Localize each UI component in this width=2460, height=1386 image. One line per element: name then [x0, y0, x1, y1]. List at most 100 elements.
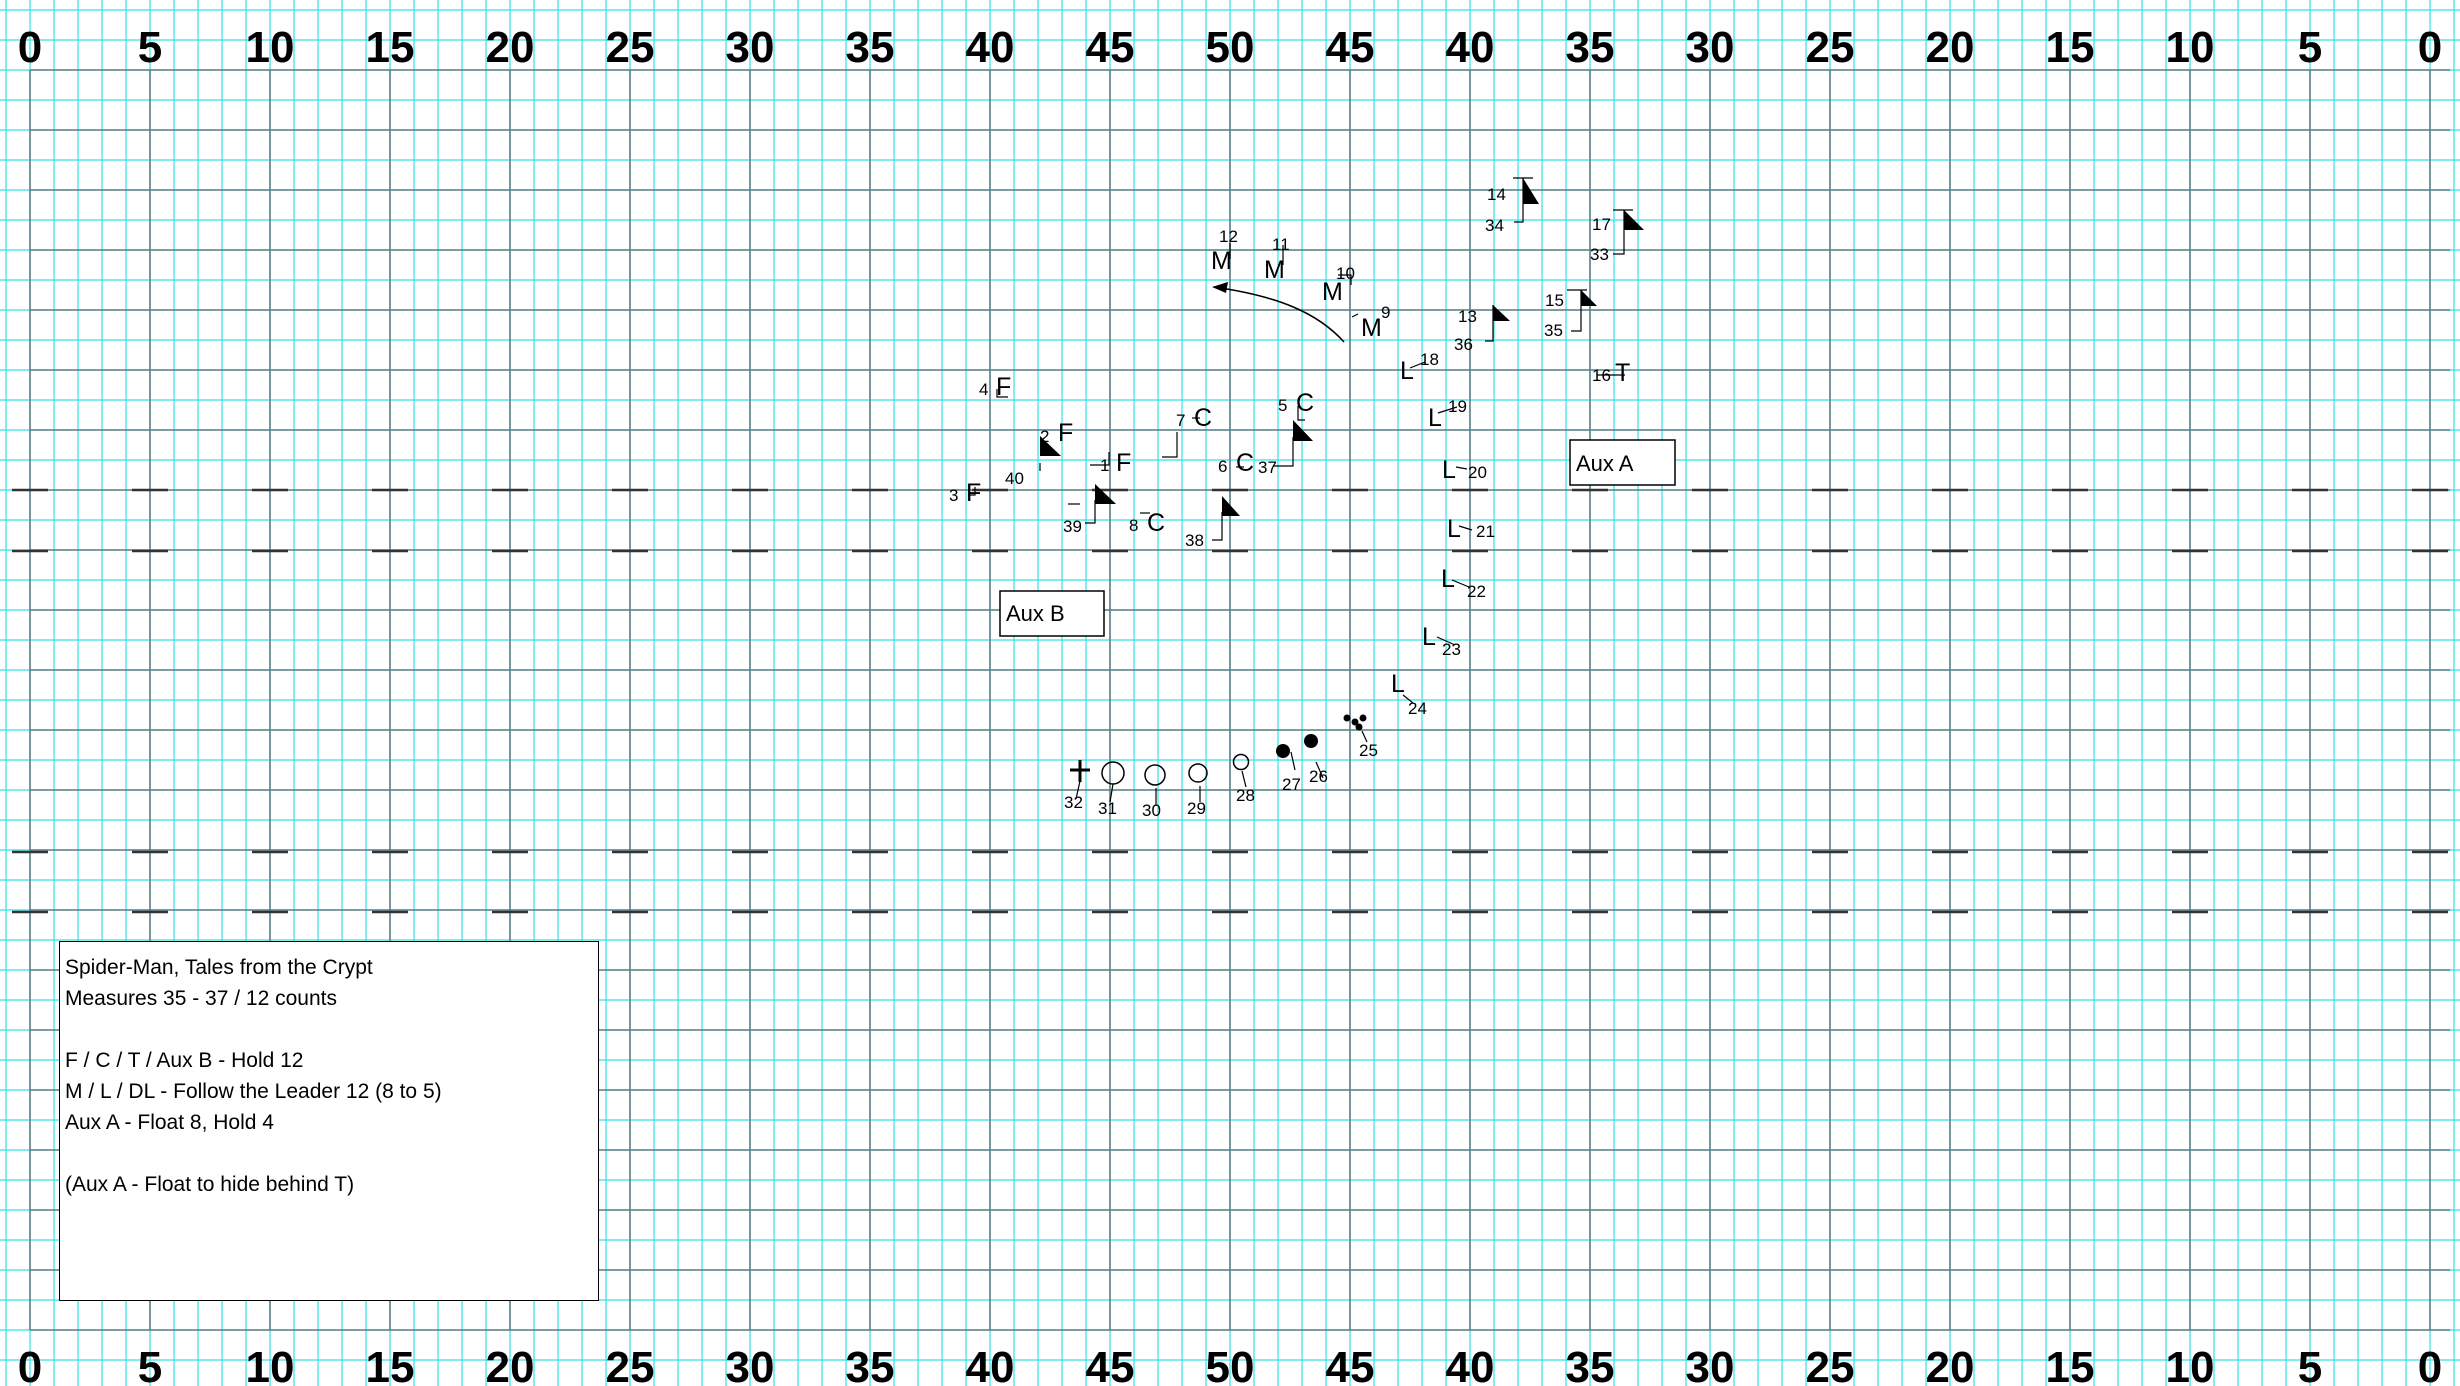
performer-number: 21 — [1476, 522, 1495, 541]
performer-number: 25 — [1359, 741, 1378, 760]
aux-b-label: Aux B — [1006, 601, 1065, 626]
performer-number: 23 — [1442, 640, 1461, 659]
yard-number: 35 — [846, 1343, 895, 1386]
yard-number: 30 — [726, 1343, 775, 1386]
flag-markers — [1040, 178, 1644, 516]
performer-symbol: L — [1441, 565, 1455, 593]
performer-symbol: M — [1211, 247, 1232, 275]
flag-icon — [1040, 436, 1061, 456]
yard-number: 0 — [2418, 1343, 2442, 1386]
yard-number: 40 — [966, 1343, 1015, 1386]
yard-number: 15 — [366, 1343, 415, 1386]
performer-number: 18 — [1420, 350, 1439, 369]
performer-number: 22 — [1467, 582, 1486, 601]
performer-number: 4 — [979, 380, 988, 399]
performer-symbol: F — [966, 479, 981, 507]
performer-symbol: C — [1296, 389, 1314, 417]
performer-number: 17 — [1592, 215, 1611, 234]
yard-number: 20 — [486, 23, 535, 72]
performer-symbol: L — [1428, 404, 1442, 432]
performer-symbol: F — [1116, 449, 1131, 477]
yard-number: 15 — [366, 23, 415, 72]
performer-number: 10 — [1336, 264, 1355, 283]
performer-number: 36 — [1454, 335, 1473, 354]
performer-symbol: M — [1322, 278, 1343, 306]
percussion-symbols — [1070, 714, 1367, 786]
performer-symbol: L — [1391, 670, 1405, 698]
yard-number: 30 — [1686, 1343, 1735, 1386]
performer-number: 20 — [1468, 463, 1487, 482]
info-measures: Measures 35 - 37 / 12 counts — [65, 987, 337, 1010]
yard-number: 35 — [846, 23, 895, 72]
performer-symbol: C — [1147, 509, 1165, 537]
flag-icon — [1293, 420, 1313, 441]
performer-symbol: C — [1236, 449, 1254, 477]
info-follow-leader: M / L / DL - Follow the Leader 12 (8 to … — [65, 1080, 442, 1103]
yard-number: 40 — [1446, 1343, 1495, 1386]
disc-icon — [1304, 734, 1318, 748]
performer-symbol: C — [1194, 404, 1212, 432]
performer-number: 9 — [1381, 303, 1390, 322]
yard-number: 25 — [1806, 1343, 1855, 1386]
performer-number: 3 — [949, 486, 958, 505]
flag-icon — [1523, 178, 1539, 204]
performer-number: 16 — [1592, 366, 1611, 385]
performer-number: 19 — [1448, 397, 1467, 416]
performer-number: 39 — [1063, 517, 1082, 536]
performer-number: 34 — [1485, 216, 1504, 235]
flag-icon — [1095, 484, 1116, 504]
aux-b-box: Aux B — [999, 590, 1105, 637]
flag-icon — [1624, 210, 1644, 230]
yard-number: 30 — [726, 23, 775, 72]
yard-number: 15 — [2046, 1343, 2095, 1386]
performer-number: 30 — [1142, 801, 1161, 820]
performer-number: 8 — [1129, 516, 1138, 535]
yard-number: 10 — [246, 23, 295, 72]
performer-number: 12 — [1219, 227, 1238, 246]
info-note: (Aux A - Float to hide behind T) — [65, 1173, 355, 1196]
info-title: Spider-Man, Tales from the Crypt — [65, 956, 373, 979]
circle-icon — [1144, 764, 1166, 786]
flag-icon — [1581, 290, 1597, 306]
yard-number: 40 — [1446, 23, 1495, 72]
performer-number: 37 — [1258, 458, 1277, 477]
performer-symbol: L — [1442, 456, 1456, 484]
yard-number: 15 — [2046, 23, 2095, 72]
aux-a-box: Aux A — [1569, 439, 1676, 486]
yard-number: 25 — [606, 23, 655, 72]
yard-number: 45 — [1326, 23, 1375, 72]
performer-number: 38 — [1185, 531, 1204, 550]
info-blank — [65, 1014, 598, 1045]
performer-symbol: L — [1422, 623, 1436, 651]
aux-a-label: Aux A — [1576, 451, 1634, 476]
info-blank-2 — [65, 1138, 598, 1169]
yard-number: 25 — [1806, 23, 1855, 72]
circle-icon — [1188, 763, 1208, 783]
performer-number: 26 — [1309, 767, 1328, 786]
info-hold: F / C / T / Aux B - Hold 12 — [65, 1049, 304, 1072]
yard-number: 35 — [1566, 23, 1615, 72]
performer-number: 13 — [1458, 307, 1477, 326]
performer-number: 6 — [1218, 457, 1227, 476]
yard-number: 10 — [246, 1343, 295, 1386]
info-aux-a-float: Aux A - Float 8, Hold 4 — [65, 1111, 274, 1134]
performer-number: 11 — [1272, 235, 1290, 254]
performer-number: 2 — [1040, 427, 1049, 446]
performer-number: 14 — [1487, 185, 1506, 204]
yard-number: 10 — [2166, 23, 2215, 72]
yard-number: 0 — [2418, 23, 2442, 72]
yard-number: 0 — [18, 23, 42, 72]
yard-number: 20 — [1926, 1343, 1975, 1386]
yard-number: 45 — [1086, 23, 1135, 72]
dots-icon — [1359, 714, 1367, 722]
yard-number: 20 — [486, 1343, 535, 1386]
yard-number: 40 — [966, 23, 1015, 72]
dots-icon — [1343, 714, 1351, 722]
performer-number: 5 — [1278, 396, 1287, 415]
performer-symbol: F — [996, 373, 1011, 401]
flag-icon — [1222, 496, 1240, 516]
arrowhead-icon — [1212, 282, 1228, 293]
yard-number: 0 — [18, 1343, 42, 1386]
yard-number: 25 — [606, 1343, 655, 1386]
